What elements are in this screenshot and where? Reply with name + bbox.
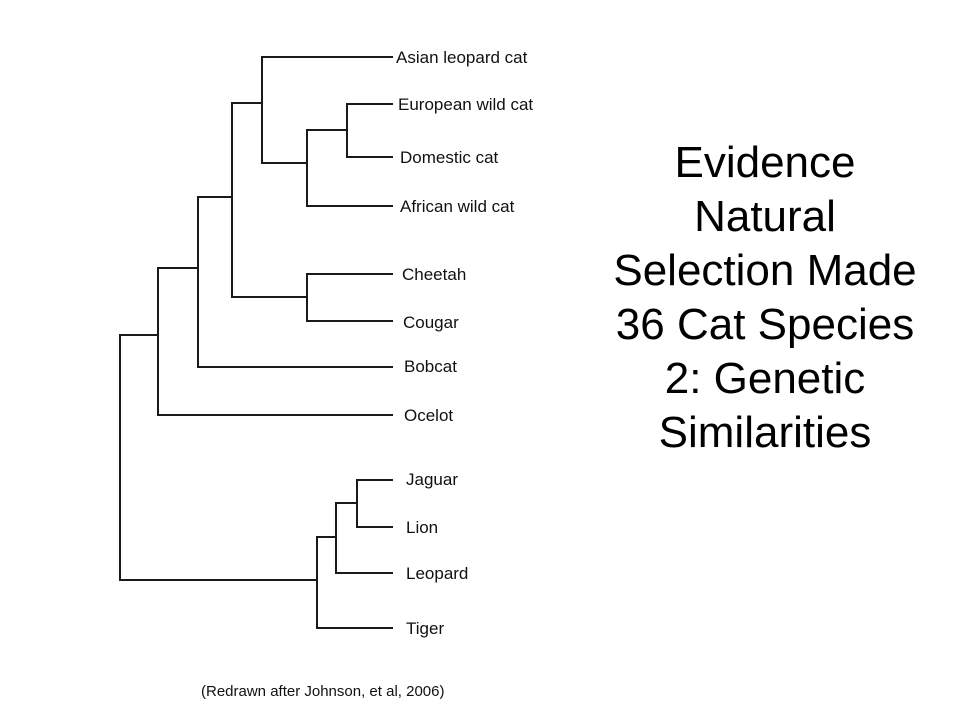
leaf-label: Cheetah xyxy=(402,265,466,284)
citation-note: (Redrawn after Johnson, et al, 2006) xyxy=(201,683,444,700)
clade-node xyxy=(306,273,393,322)
leaf-label: Asian leopard cat xyxy=(396,48,528,67)
leaf-label: African wild cat xyxy=(400,197,515,216)
root-node xyxy=(119,334,318,581)
leaf-label: Jaguar xyxy=(406,470,458,489)
clade-node xyxy=(261,56,393,164)
clade-node xyxy=(356,479,393,528)
clade-node xyxy=(197,196,393,368)
title-line: Selection Made xyxy=(613,246,917,295)
leaf-label: European wild cat xyxy=(398,95,533,114)
leaf-label: Bobcat xyxy=(404,357,457,376)
clade-node xyxy=(335,502,393,574)
leaf-label: Leopard xyxy=(406,564,468,583)
leaf-label: Domestic cat xyxy=(400,148,499,167)
slide-title: Evidence Natural Selection Made 36 Cat S… xyxy=(570,136,960,460)
tree-branches xyxy=(119,56,393,629)
clade-node xyxy=(346,103,393,158)
clade-node xyxy=(231,102,308,298)
leaf-label: Lion xyxy=(406,518,438,537)
title-line: Evidence xyxy=(674,138,856,187)
title-line: 2: Genetic xyxy=(664,354,866,403)
species-labels: Asian leopard cat European wild cat Dome… xyxy=(396,48,533,638)
clade-node xyxy=(306,129,393,207)
leaf-label: Tiger xyxy=(406,619,444,638)
leaf-label: Cougar xyxy=(403,313,459,332)
title-line: 36 Cat Species xyxy=(615,300,915,349)
title-line: Natural xyxy=(694,192,836,241)
leaf-label: Ocelot xyxy=(404,406,453,425)
clade-node xyxy=(316,536,393,629)
clade-node xyxy=(157,267,393,416)
title-line: Similarities xyxy=(658,408,872,457)
